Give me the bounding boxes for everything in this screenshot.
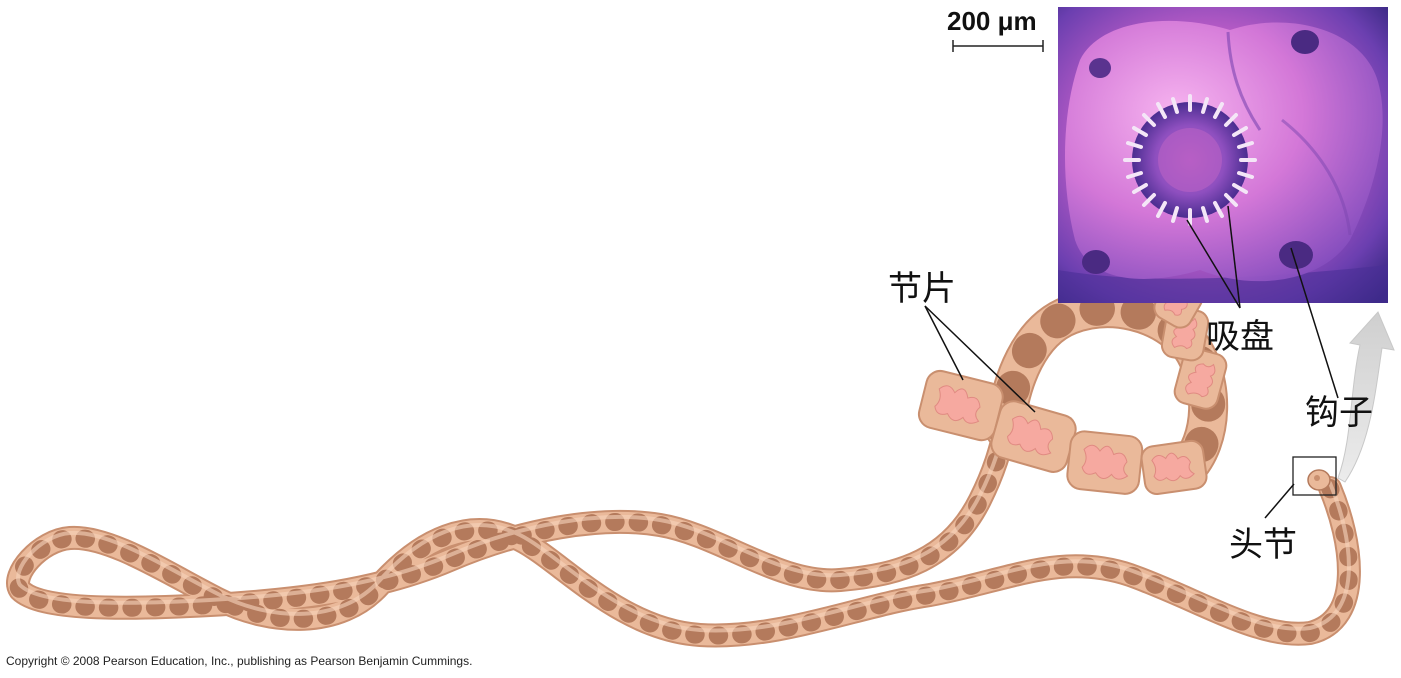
zoom-arrow-icon xyxy=(1337,311,1395,483)
leader-lines xyxy=(924,205,1339,519)
hook-ring xyxy=(1123,94,1257,226)
label-suckers: 吸盘 xyxy=(1206,317,1274,357)
scolex-micrograph xyxy=(1058,7,1388,303)
worm-body xyxy=(6,288,1361,648)
proglottid xyxy=(1140,439,1208,495)
scale-bar: 200 μm xyxy=(947,6,1044,52)
sucker xyxy=(1089,58,1111,78)
sucker xyxy=(1082,250,1110,274)
sucker xyxy=(1291,30,1319,54)
proglottid xyxy=(917,369,1004,442)
label-proglottids: 节片 xyxy=(888,269,956,309)
label-hooks: 钩子 xyxy=(1305,393,1373,433)
scale-bar-label: 200 μm xyxy=(947,6,1037,36)
proglottid xyxy=(1066,430,1144,495)
copyright-notice: Copyright © 2008 Pearson Education, Inc.… xyxy=(6,654,473,668)
label-scolex: 头节 xyxy=(1229,525,1297,565)
sucker xyxy=(1279,241,1313,269)
scolex xyxy=(1292,456,1337,496)
proglottid xyxy=(1173,347,1228,410)
scolex-box xyxy=(1292,456,1337,496)
